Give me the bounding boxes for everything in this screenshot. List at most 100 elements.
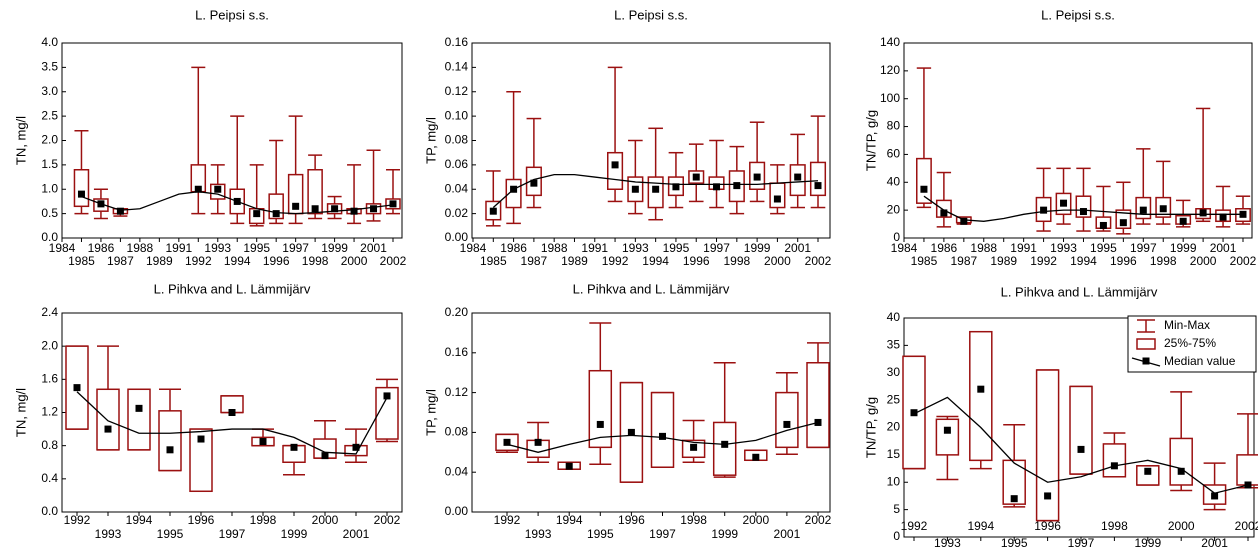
legend-label: Min-Max [1164, 318, 1210, 332]
x-tick-label: 1998 [723, 254, 750, 268]
x-tick-label: 1996 [188, 513, 215, 527]
median-marker [1179, 217, 1187, 225]
box [607, 151, 624, 190]
y-tick-label: 140 [880, 35, 900, 49]
median-marker [943, 426, 951, 434]
median-marker [692, 173, 700, 181]
y-tick-label: 0.02 [445, 206, 469, 220]
box [96, 388, 120, 451]
box [1136, 465, 1160, 486]
x-tick-label: 2001 [343, 527, 370, 541]
y-tick-label: 35 [887, 338, 901, 352]
plot-frame [61, 312, 403, 513]
legend-label: Median value [1164, 354, 1236, 368]
x-tick-label: 1993 [622, 241, 649, 255]
x-tick-label: 2002 [805, 513, 832, 527]
x-tick-label: 1998 [302, 254, 329, 268]
median-marker [389, 200, 397, 208]
median-marker [721, 440, 729, 448]
plot-frame [471, 312, 831, 513]
x-tick-label: 1992 [64, 513, 91, 527]
x-tick-label: 1989 [146, 254, 173, 268]
x-tick-label: 1989 [561, 254, 588, 268]
median-marker [350, 207, 358, 215]
median-marker [1139, 206, 1147, 214]
x-tick-label: 1993 [525, 527, 552, 541]
y-tick-label: 2.4 [41, 305, 58, 319]
x-tick-label: 2001 [360, 241, 387, 255]
median-marker [1159, 205, 1167, 213]
x-tick-label: 2002 [805, 254, 832, 268]
median-marker [1040, 206, 1048, 214]
x-tick-label: 1996 [1110, 254, 1137, 268]
x-tick-label: 1993 [95, 527, 122, 541]
y-tick-label: 0.0 [41, 504, 58, 518]
median-marker [73, 384, 81, 392]
box [158, 410, 182, 472]
plot-frame [903, 42, 1253, 239]
median-marker [977, 385, 985, 393]
box [1035, 369, 1060, 522]
median-marker [672, 183, 680, 191]
x-tick-label: 1997 [1068, 536, 1095, 550]
x-tick-label: 2000 [1190, 254, 1217, 268]
median-marker [690, 443, 698, 451]
y-tick-label: 0.00 [445, 504, 469, 518]
x-tick-label: 1993 [934, 536, 961, 550]
legend-key [1136, 338, 1156, 350]
median-marker [530, 179, 538, 187]
x-tick-label: 1995 [663, 241, 690, 255]
x-tick-label: 1994 [556, 513, 583, 527]
x-tick-label: 1998 [680, 513, 707, 527]
median-marker [1219, 213, 1227, 221]
median-marker [652, 185, 660, 193]
median-marker [611, 161, 619, 169]
chart-title: L. Pihkva and L. Lämmijärv [573, 281, 730, 296]
box [189, 428, 213, 493]
x-tick-label: 1992 [185, 254, 212, 268]
median-marker [489, 207, 497, 215]
chart-title: L. Peipsi s.s. [195, 7, 269, 22]
y-tick-label: 0.00 [445, 230, 469, 244]
x-tick-label: 1984 [49, 241, 76, 255]
y-tick-label: 15 [887, 447, 901, 461]
median-marker [1177, 467, 1185, 475]
median-marker [116, 207, 124, 215]
box [1002, 459, 1026, 505]
median-marker [352, 443, 360, 451]
median-marker [228, 409, 236, 416]
y-tick-label: 2.5 [41, 108, 58, 122]
y-tick-label: 4.0 [41, 35, 58, 49]
median-marker [814, 418, 822, 426]
y-tick-label: 0 [893, 529, 900, 543]
x-tick-label: 1987 [950, 254, 977, 268]
x-tick-label: 2001 [1210, 241, 1237, 255]
x-tick-label: 1999 [1134, 536, 1161, 550]
box [1169, 437, 1193, 486]
box [935, 199, 952, 218]
x-tick-label: 2002 [380, 254, 407, 268]
y-tick-label: 0.16 [445, 345, 469, 359]
x-tick-label: 2001 [784, 241, 811, 255]
y-tick-label: 30 [887, 365, 901, 379]
median-marker [194, 185, 202, 193]
y-axis-label: TN/TP, g/g [863, 110, 878, 171]
y-tick-label: 5 [893, 502, 900, 516]
y-tick-label: 0.5 [41, 206, 58, 220]
x-tick-label: 1986 [500, 241, 527, 255]
median-marker [596, 420, 604, 428]
median-marker [1010, 495, 1018, 503]
box [1236, 454, 1258, 486]
x-tick-label: 1985 [911, 254, 938, 268]
x-tick-label: 1999 [744, 241, 771, 255]
median-marker [960, 217, 968, 225]
x-tick-label: 1997 [703, 241, 730, 255]
box [916, 157, 932, 204]
median-marker [627, 428, 635, 436]
median-marker [814, 182, 822, 190]
x-tick-label: 2000 [742, 513, 769, 527]
median-marker [97, 200, 105, 208]
median-marker [331, 205, 339, 213]
y-tick-label: 0 [893, 230, 900, 244]
